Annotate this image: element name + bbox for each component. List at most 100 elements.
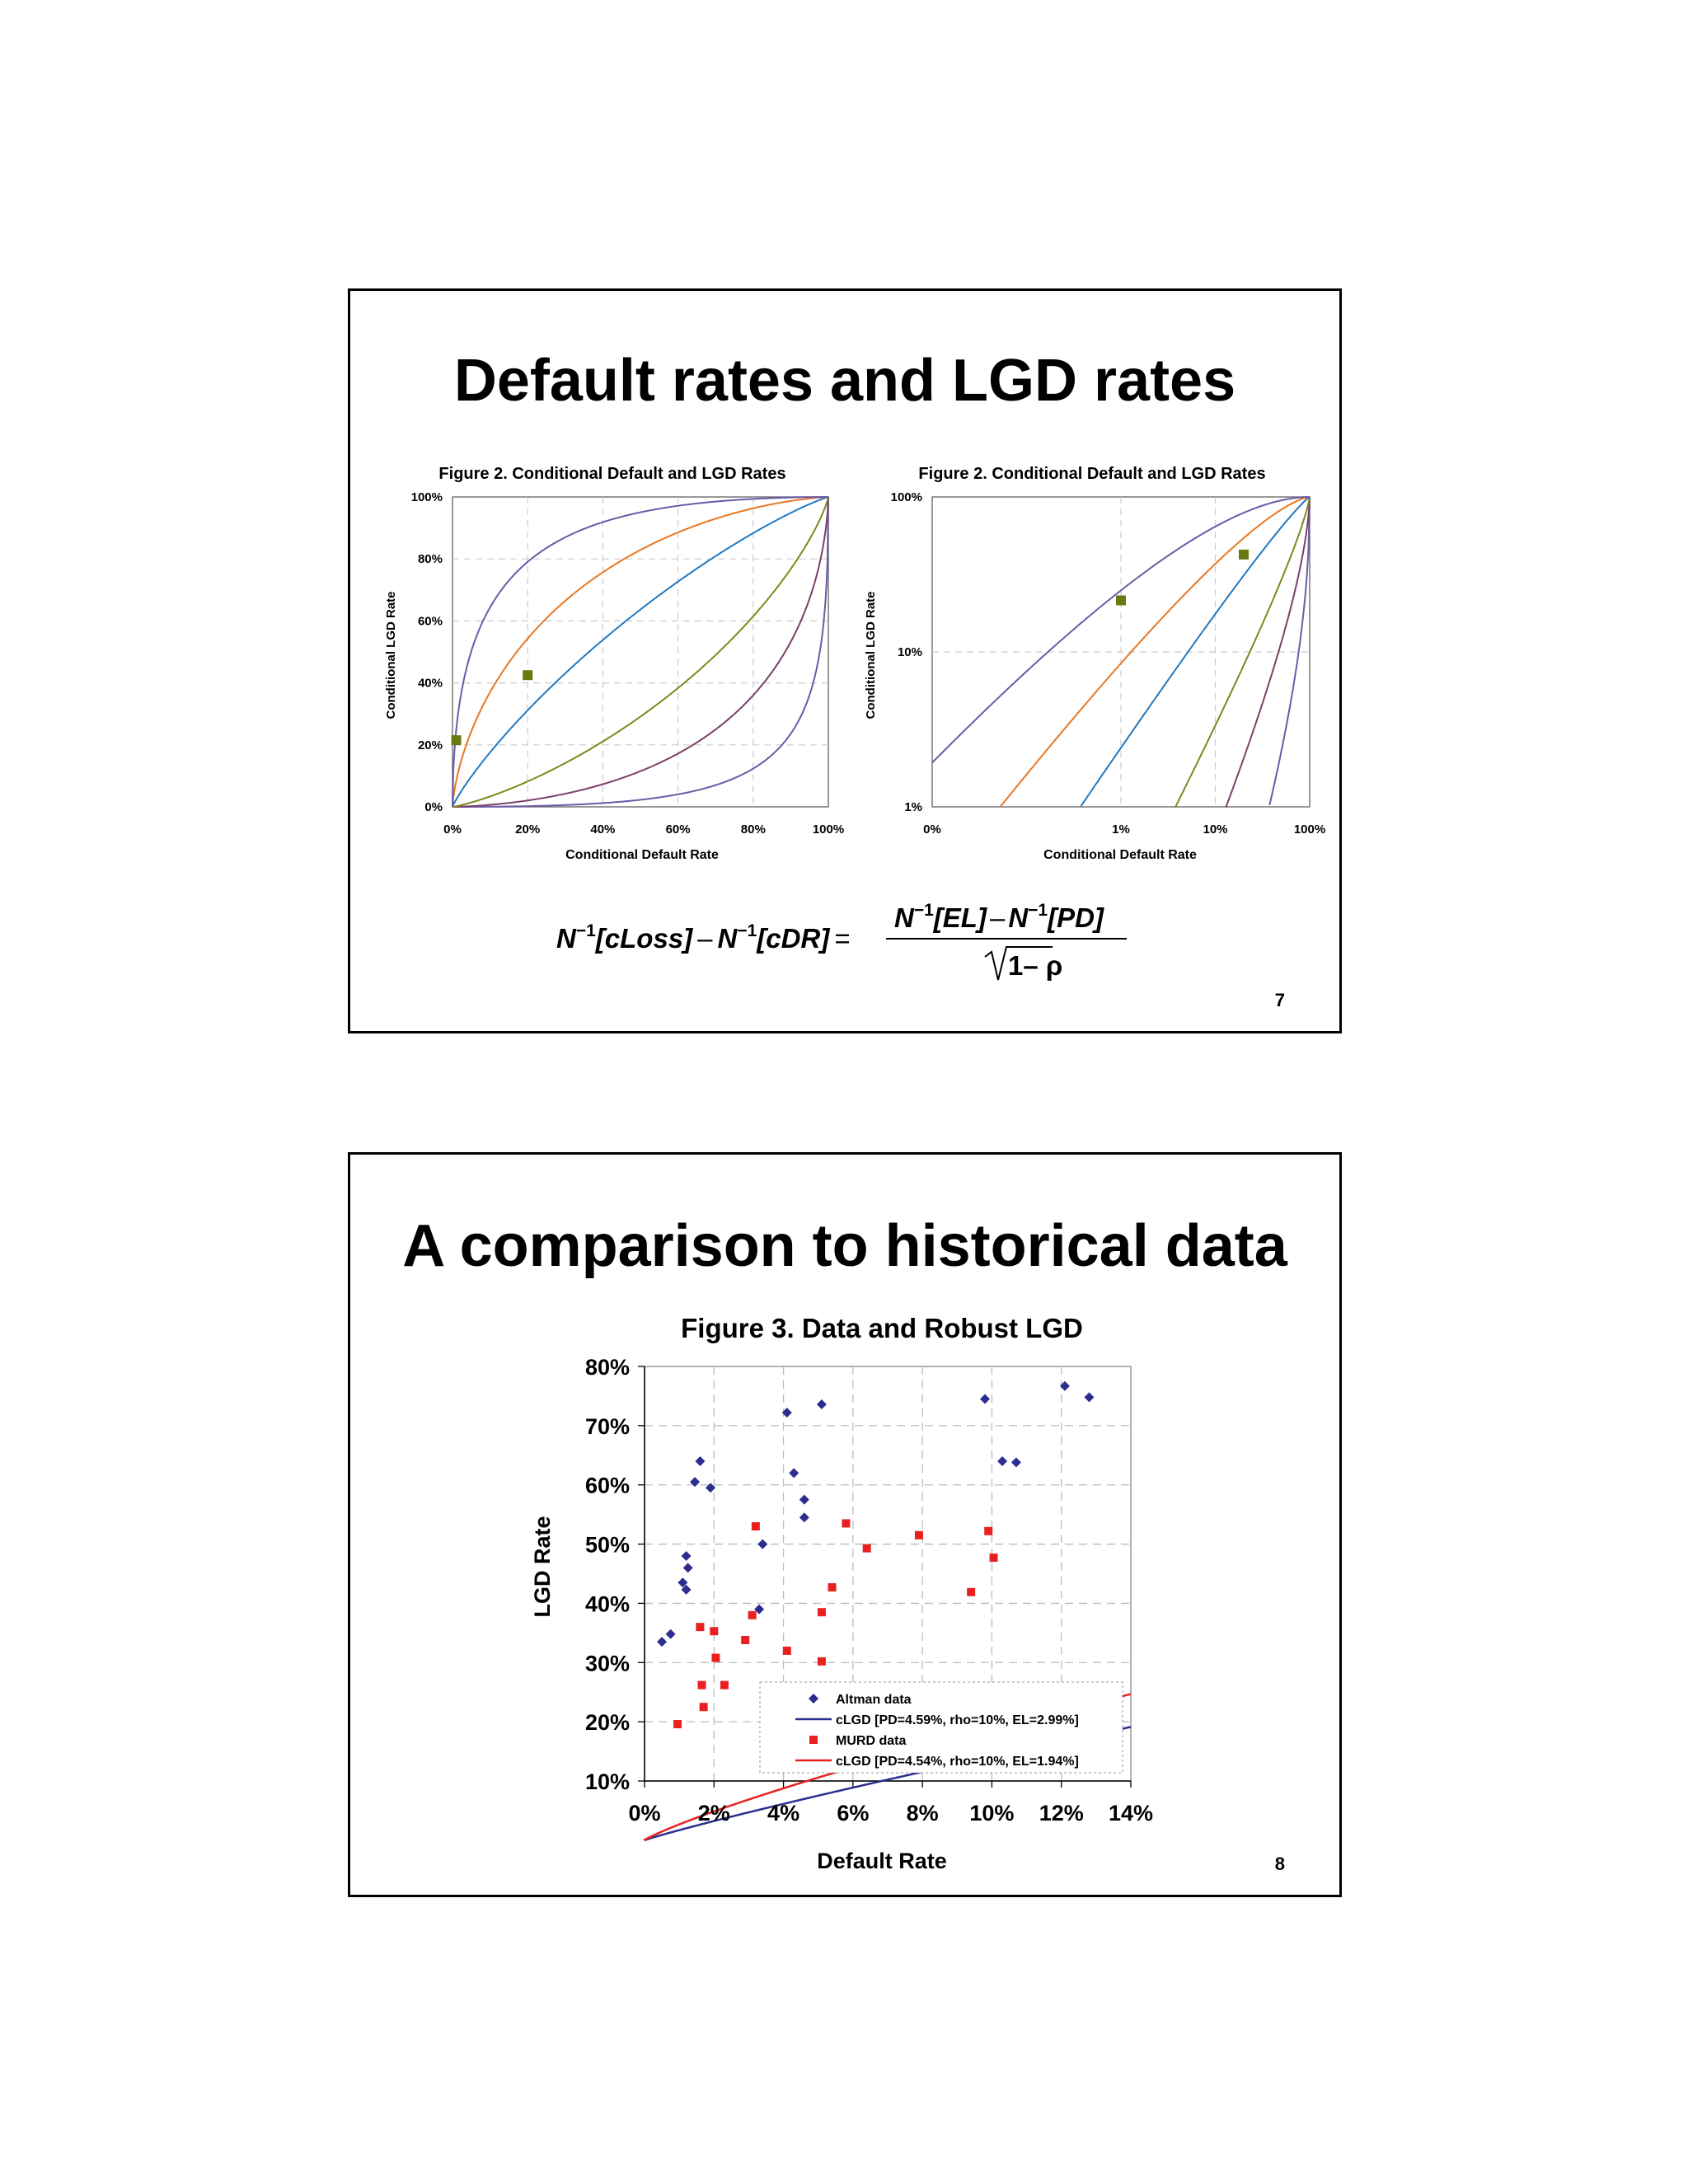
data-marker <box>1238 549 1249 560</box>
altman-data-point <box>1059 1380 1070 1391</box>
y-tick-label: 100% <box>411 490 443 504</box>
altman-data-point <box>1084 1392 1095 1403</box>
x-tick-label: 8% <box>907 1801 939 1825</box>
x-tick-label: 4% <box>767 1801 799 1825</box>
page-number: 8 <box>1274 1854 1285 1874</box>
murd-data-point <box>748 1610 757 1619</box>
series-line-1 <box>452 496 829 808</box>
y-tick-label: 10% <box>585 1769 630 1794</box>
y-axis-label: Conditional LGD Rate <box>864 592 878 719</box>
murd-data-point <box>710 1627 719 1636</box>
altman-data-point <box>781 1408 792 1418</box>
altman-data-point <box>706 1483 716 1493</box>
formula-lhs: N−1[cLoss] – N−1[cDR] = <box>556 921 851 954</box>
page-number: 7 <box>1274 990 1285 1010</box>
x-tick-label: 40% <box>590 823 615 837</box>
altman-data-point <box>690 1477 701 1488</box>
altman-data-point <box>997 1455 1008 1466</box>
x-tick-label: 6% <box>837 1801 869 1825</box>
x-tick-label: 1% <box>1112 823 1130 837</box>
altman-data-point <box>816 1399 827 1409</box>
plot-area <box>452 496 829 808</box>
x-tick-label: 100% <box>1294 823 1325 837</box>
x-tick-label: 80% <box>741 823 766 837</box>
series-line-6 <box>931 496 1310 764</box>
y-tick-label: 70% <box>585 1414 630 1439</box>
x-axis-label: Conditional Default Rate <box>565 848 719 862</box>
murd-data-point <box>914 1530 923 1540</box>
murd-data-point <box>817 1608 826 1617</box>
series-line-6 <box>452 496 828 808</box>
legend-label: cLGD [PD=4.54%, rho=10%, EL=1.94%] <box>836 1755 1079 1769</box>
legend-marker-murd <box>809 1736 818 1744</box>
legend-label: Altman data <box>836 1693 912 1707</box>
altman-data-point <box>657 1637 668 1647</box>
murd-data-point <box>842 1519 851 1528</box>
series-line-4 <box>452 496 829 808</box>
y-tick-label: 60% <box>418 614 443 628</box>
murd-data-point <box>862 1544 871 1553</box>
y-axis-label: Conditional LGD Rate <box>384 592 398 719</box>
murd-data-point <box>782 1646 791 1655</box>
y-tick-label: 80% <box>418 552 443 566</box>
murd-data-point <box>967 1587 976 1596</box>
altman-data-point <box>980 1394 990 1404</box>
slide-7: Default rates and LGD rates Figure 2. Co… <box>348 288 1342 1033</box>
series-line-1 <box>1268 496 1311 806</box>
altman-data-point <box>789 1468 799 1479</box>
murd-data-point <box>741 1635 750 1644</box>
x-tick-label: 60% <box>666 823 691 837</box>
series-line-4 <box>1080 496 1311 807</box>
y-tick-label: 0% <box>424 800 443 814</box>
altman-data-point <box>1010 1457 1021 1468</box>
murd-data-point <box>828 1583 837 1592</box>
figure3-chart: Figure 3. Data and Robust LGD Default Ra… <box>530 1313 1153 1873</box>
murd-data-point <box>720 1680 729 1690</box>
x-tick-label: 0% <box>443 823 462 837</box>
x-tick-label: 10% <box>969 1801 1014 1825</box>
formula-numerator: N−1[EL] – N−1[PD] <box>894 901 1104 933</box>
x-tick-label: 0% <box>923 823 941 837</box>
altman-data-point <box>682 1563 693 1573</box>
chart-title: Figure 2. Conditional Default and LGD Ra… <box>438 465 785 483</box>
lgd-formula: N−1[cLoss] – N−1[cDR] = N−1[EL] – N−1[PD] 1– … <box>556 901 1127 981</box>
x-tick-label: 10% <box>1203 823 1227 837</box>
y-tick-label: 60% <box>585 1474 630 1498</box>
murd-data-point <box>817 1657 826 1666</box>
y-tick-label: 40% <box>418 677 443 691</box>
x-axis-label: Conditional Default Rate <box>1043 848 1197 862</box>
murd-data-point <box>699 1703 708 1712</box>
legend-label: cLGD [PD=4.59%, rho=10%, EL=2.99%] <box>836 1713 1079 1727</box>
murd-data-point <box>697 1680 706 1690</box>
altman-data-point <box>799 1494 809 1505</box>
altman-data-point <box>799 1512 809 1523</box>
altman-data-point <box>681 1550 692 1561</box>
altman-data-point <box>678 1577 688 1588</box>
series-line-2 <box>1225 496 1311 808</box>
chart-title: Figure 2. Conditional Default and LGD Ra… <box>918 465 1265 483</box>
murd-data-point <box>673 1720 682 1729</box>
y-tick-label: 1% <box>904 800 922 814</box>
murd-data-point <box>984 1526 993 1535</box>
figure2-log-chart: Figure 2. Conditional Default and LGD Ra… <box>864 465 1325 862</box>
series-line-5 <box>1000 496 1311 808</box>
sqrt-sign <box>984 946 1053 981</box>
x-axis-label: Default Rate <box>817 1849 947 1873</box>
x-tick-label: 100% <box>813 823 844 837</box>
x-tick-label: 20% <box>515 823 540 837</box>
figure2-linear-chart: Figure 2. Conditional Default and LGD Ra… <box>384 465 844 862</box>
y-tick-label: 10% <box>898 645 922 659</box>
altman-data-point <box>695 1455 706 1466</box>
legend-marker-altman <box>809 1694 818 1704</box>
series-line-2 <box>452 496 829 808</box>
series-line-3 <box>1174 496 1311 808</box>
murd-data-point <box>989 1554 998 1563</box>
formula-denominator: 1– ρ <box>1008 950 1062 981</box>
x-tick-label: 2% <box>698 1801 730 1825</box>
legend-label: MURD data <box>836 1734 906 1748</box>
altman-data-point <box>757 1539 768 1549</box>
murd-data-point <box>711 1653 720 1662</box>
y-axis-label: LGD Rate <box>530 1516 555 1617</box>
murd-data-point <box>696 1623 705 1632</box>
data-marker <box>523 670 533 681</box>
